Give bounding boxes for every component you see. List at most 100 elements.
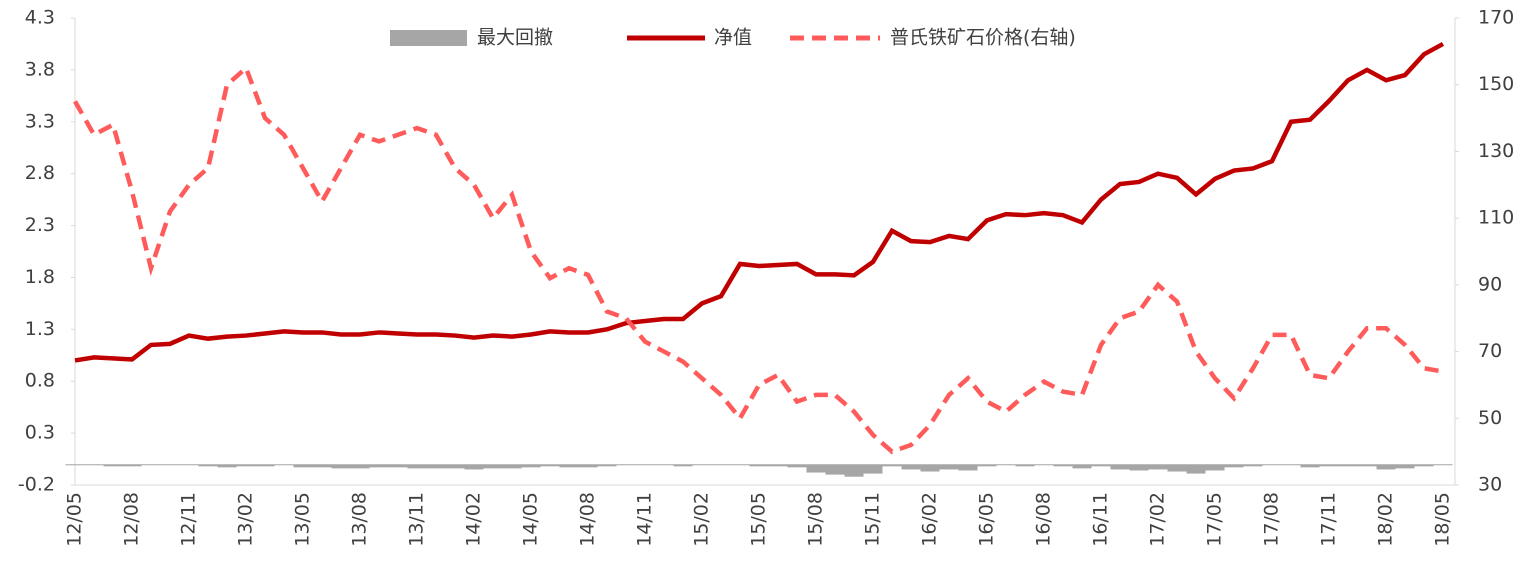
drawdown-bar [1376, 464, 1396, 470]
drawdown-bar [1129, 464, 1149, 471]
drawdown-bar [65, 464, 85, 466]
drawdown-bar [141, 464, 161, 466]
drawdown-bar [1395, 464, 1415, 469]
y-tick-label: 3.3 [25, 110, 55, 132]
x-tick-label: 17/05 [1204, 492, 1226, 547]
x-tick-label: 13/11 [406, 492, 428, 547]
ore-price-line [73, 64, 1444, 455]
legend-label: 普氏铁矿石价格(右轴) [890, 27, 1076, 49]
x-tick-label: 14/08 [577, 492, 599, 547]
drawdown-bar [1281, 464, 1301, 466]
drawdown-bar [825, 464, 845, 475]
drawdown-bar [1433, 464, 1453, 466]
x-tick-label: 18/02 [1375, 492, 1397, 547]
drawdown-bar [958, 464, 978, 471]
drawdown-bar [711, 464, 731, 466]
drawdown-bar [1262, 464, 1282, 466]
drawdown-bar [502, 464, 522, 469]
drawdown-bar [1243, 464, 1263, 467]
drawdown-bar [920, 464, 940, 472]
y-tick-label: 4.3 [25, 7, 55, 29]
drawdown-bar [103, 464, 123, 467]
drawdown-bar [806, 464, 826, 473]
drawdown-bar [597, 464, 617, 467]
y2-tick-label: 130 [1478, 140, 1514, 162]
drawdown-bar [901, 464, 921, 470]
drawdown-bar [559, 464, 579, 468]
drawdown-bar [179, 464, 199, 466]
x-tick-label: 13/05 [292, 492, 314, 547]
drawdown-bar [616, 464, 636, 466]
drawdown-bar [863, 464, 883, 474]
drawdown-bar [654, 464, 674, 466]
x-tick-label: 12/05 [64, 492, 86, 547]
drawdown-bar [1338, 464, 1358, 467]
y2-tick-label: 50 [1478, 407, 1502, 429]
drawdown-bar [1224, 464, 1244, 468]
drawdown-bar [1034, 464, 1054, 466]
drawdown-bar [369, 464, 389, 468]
legend-label: 最大回撤 [477, 27, 553, 49]
drawdown-bar [882, 464, 902, 467]
drawdown-bar [844, 464, 864, 477]
y2-tick-label: 150 [1478, 73, 1514, 95]
drawdown-bar [749, 464, 769, 467]
drawdown-bar [274, 464, 294, 466]
y2-tick-label: 30 [1478, 474, 1502, 496]
drawdown-bar [521, 464, 541, 468]
y-tick-label: 2.8 [25, 162, 55, 184]
x-tick-label: 17/11 [1318, 492, 1340, 547]
drawdown-bar [312, 464, 332, 468]
drawdown-bar [578, 464, 598, 468]
drawdown-bar [426, 464, 446, 469]
x-tick-label: 16/11 [1090, 492, 1112, 547]
x-tick-label: 12/11 [178, 492, 200, 547]
drawdown-bar [122, 464, 142, 467]
drawdown-bar [692, 464, 712, 466]
drawdown-bar [217, 464, 237, 468]
y-tick-label: 3.8 [25, 58, 55, 80]
x-tick-label: 16/05 [976, 492, 998, 547]
y2-tick-label: 70 [1478, 340, 1502, 362]
drawdown-bar [1091, 464, 1111, 467]
nav-line [74, 41, 1445, 363]
legend-label: 净值 [714, 27, 752, 49]
drawdown-bar [1205, 464, 1225, 471]
drawdown-bar [730, 464, 750, 466]
x-tick-label: 17/02 [1147, 492, 1169, 547]
drawdown-bar [1110, 464, 1130, 470]
drawdown-bar [160, 464, 180, 466]
drawdown-bar [1167, 464, 1187, 472]
y-tick-label: 0.8 [25, 370, 55, 392]
drawdown-bar [939, 464, 959, 470]
drawdown-bar [407, 464, 427, 469]
x-tick-label: 14/11 [634, 492, 656, 547]
drawdown-bar [1357, 464, 1377, 467]
x-tick-label: 15/02 [691, 492, 713, 547]
drawdown-bar [1300, 464, 1320, 468]
x-tick-label: 13/08 [349, 492, 371, 547]
drawdown-bar [198, 464, 218, 467]
drawdown-bar [84, 464, 104, 466]
drawdown-bar [1053, 464, 1073, 467]
x-tick-label: 17/08 [1261, 492, 1283, 547]
drawdown-bar [445, 464, 465, 469]
x-tick-label: 12/08 [121, 492, 143, 547]
y2-tick-label: 110 [1478, 207, 1514, 229]
drawdown-bar [388, 464, 408, 468]
y2-tick-label: 170 [1478, 7, 1514, 29]
x-tick-label: 14/02 [463, 492, 485, 547]
y-tick-label: -0.2 [18, 474, 55, 496]
drawdown-bar [255, 464, 275, 467]
drawdown-bar [996, 464, 1016, 466]
drawdown-bar [1072, 464, 1092, 469]
drawdown-bar [540, 464, 560, 467]
drawdown-bar [1319, 464, 1339, 467]
x-tick-label: 15/05 [748, 492, 770, 547]
x-tick-label: 16/02 [919, 492, 941, 547]
drawdown-bar [464, 464, 484, 470]
y-tick-label: 2.3 [25, 214, 55, 236]
drawdown-bar [673, 464, 693, 467]
drawdown-bar [1148, 464, 1168, 470]
x-tick-label: 13/02 [235, 492, 257, 547]
